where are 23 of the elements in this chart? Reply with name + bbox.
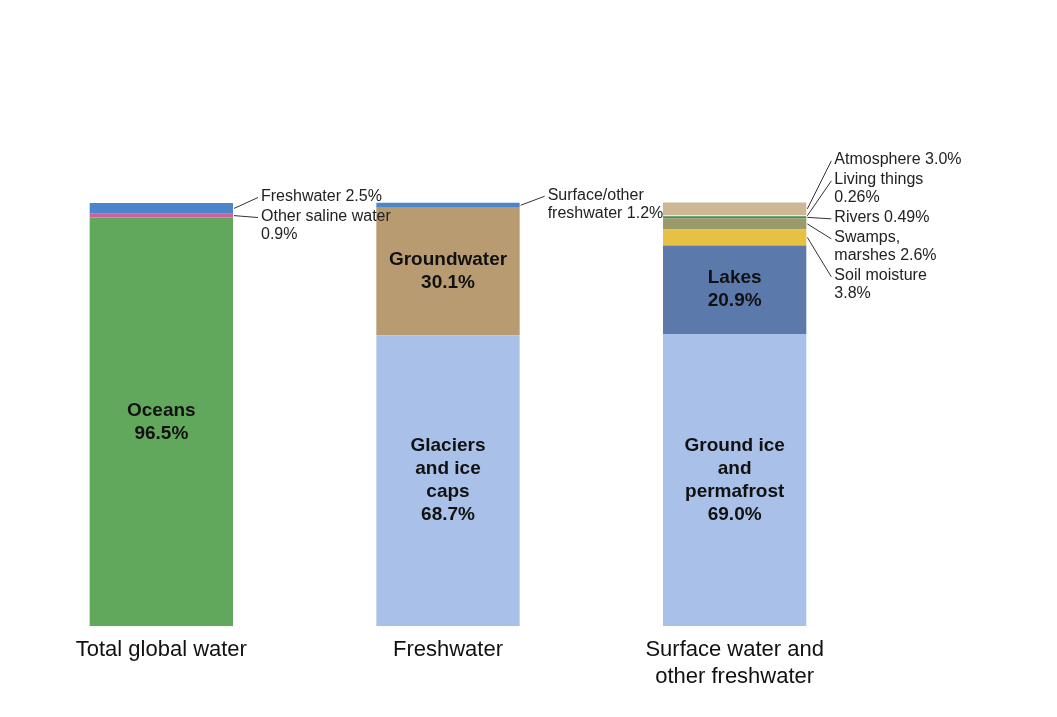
data-label: 0.26% — [834, 188, 880, 206]
data-label: 68.7% — [421, 503, 476, 525]
data-label: 30.1% — [421, 271, 476, 293]
data-label: 0.9% — [261, 224, 298, 242]
series-label: Glaciers and ice caps — [410, 434, 486, 502]
x-tick-label: Total global water — [75, 636, 247, 662]
data-label: 96.5% — [134, 421, 189, 443]
series-label: Oceans — [127, 398, 196, 420]
text: Surface/other freshwater 1.2% — [547, 185, 664, 221]
series-label: Groundwater — [388, 248, 508, 270]
text: Swamps, marshes 2.6% — [834, 228, 937, 264]
text: Living things — [834, 170, 924, 188]
data-label: 3.8% — [834, 284, 871, 302]
x-tick-label: Freshwater — [392, 636, 504, 662]
series-label: Ground ice and permafrost — [684, 433, 785, 501]
text: Atmosphere 3.0% — [834, 150, 962, 168]
series-label: Lakes — [707, 266, 762, 288]
text: Rivers 0.49% — [834, 208, 930, 226]
text: Freshwater 2.5% — [261, 186, 382, 204]
text: Soil moisture — [834, 266, 927, 284]
x-tick-label: Surface water and other freshwater — [645, 636, 824, 688]
data-label: 69.0% — [707, 502, 762, 524]
data-label: 20.9% — [707, 289, 762, 311]
